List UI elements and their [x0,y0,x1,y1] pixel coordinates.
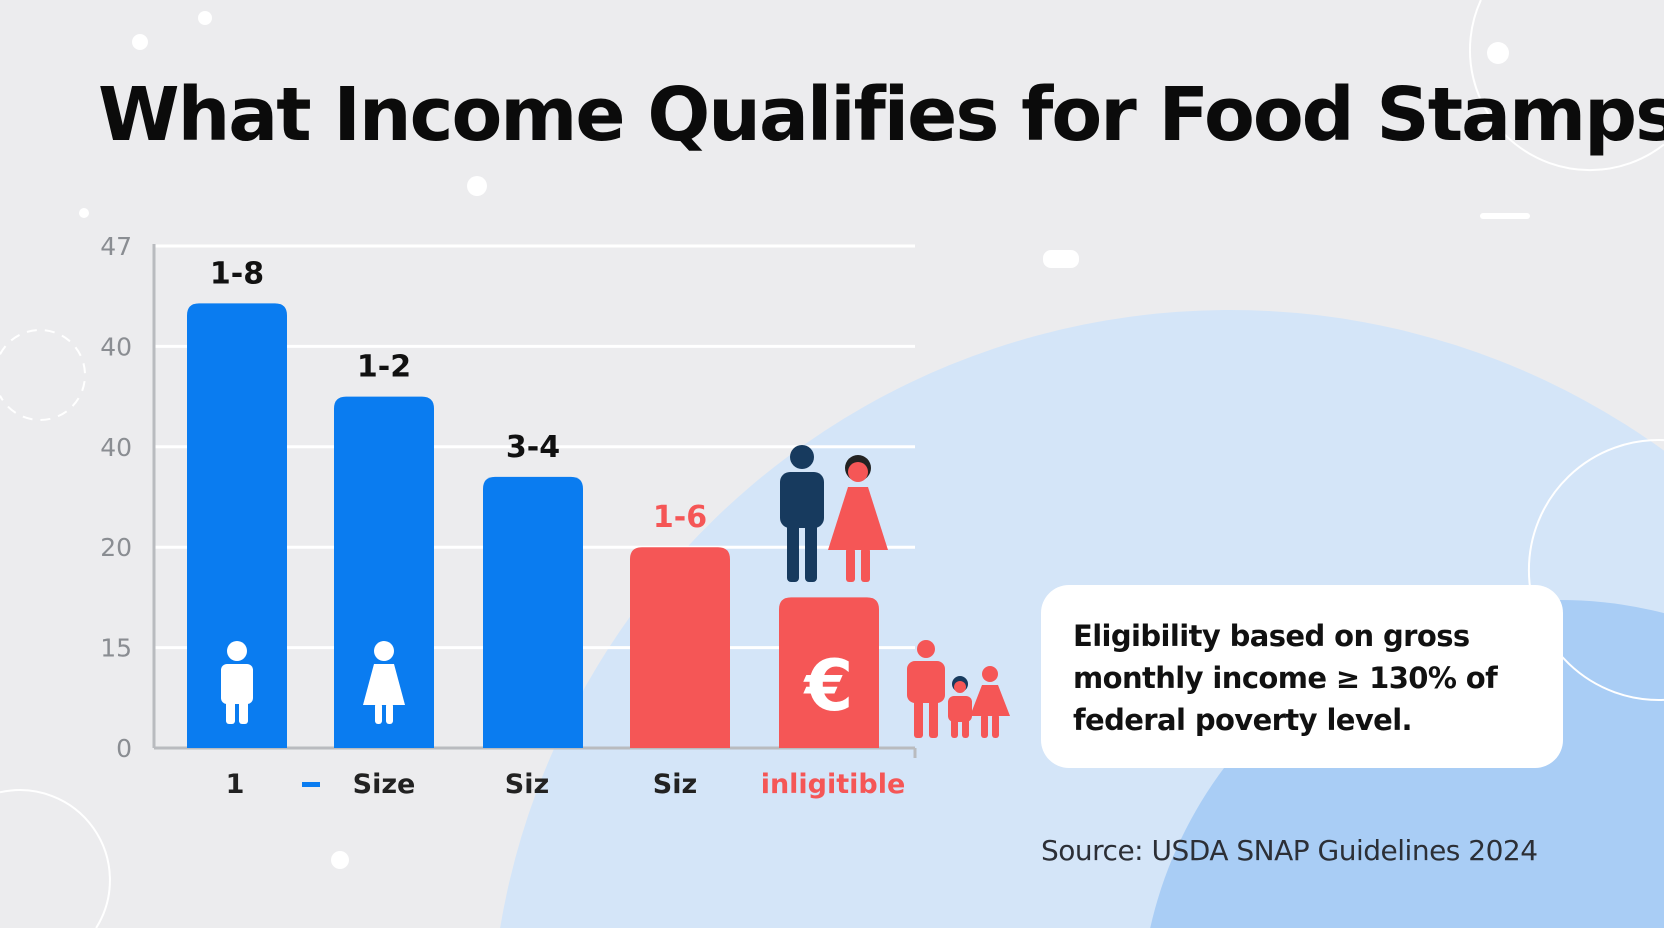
y-tick-label: 40 [100,332,132,361]
bar [334,396,434,748]
x-tick-label: Siz [653,769,697,800]
bg-ring [1468,0,1664,172]
woman-leg [846,548,855,582]
y-tick-label: 40 [100,433,132,462]
leg [386,703,393,724]
child-torso [948,696,972,722]
bg-dot [132,34,148,50]
page-title: What Income Qualifies for Food Stamps? [98,72,1664,158]
leg [962,718,969,738]
bar [483,476,583,748]
head [917,640,935,658]
head [374,641,394,661]
bg-ring [0,789,111,928]
woman-head [848,462,868,482]
leg [239,700,248,724]
leg [981,714,988,738]
leg [951,718,958,738]
bg-dot [79,208,89,218]
man-torso [780,472,824,528]
dress [970,685,1010,716]
bg-dot [467,176,487,196]
y-tick-label: 0 [116,734,132,763]
leg [992,714,999,738]
head [227,641,247,661]
bar [779,597,879,748]
source-note: Source: USDA SNAP Guidelines 2024 [1041,834,1538,867]
eligibility-info-text: Eligibility based on gross monthly incom… [1073,619,1498,737]
head [982,666,998,682]
torso [907,661,945,703]
euro-icon: € [803,645,854,727]
man-head [790,445,814,469]
leg [226,700,235,724]
y-tick-label: 20 [100,533,132,562]
leg [375,703,382,724]
leg [914,698,923,738]
x-tick-label: inligitible [761,769,906,800]
torso [221,664,253,704]
bg-dot [331,851,349,869]
eligibility-info-box: Eligibility based on gross monthly incom… [1041,585,1563,768]
woman-dress [828,487,888,550]
dress [363,664,405,705]
woman-icon [363,641,405,724]
bar [630,547,730,748]
bar-data-label: 1-8 [210,256,264,291]
man-leg [805,520,817,582]
bg-dot [198,11,212,25]
bg-dash [1480,213,1530,219]
bg-dot [1487,42,1509,64]
child-head [954,681,966,693]
legend-dash-marker [302,782,320,787]
bar-data-label: 1-2 [357,350,411,385]
bg-ring [0,329,86,421]
woman-leg [861,548,870,582]
x-tick-label: Siz [505,769,549,800]
couple-icon [780,445,888,582]
x-tick-label: Size [353,769,416,800]
x-tick-label: 1 [226,769,245,800]
y-tick-label: 47 [100,232,132,261]
man-icon [221,641,253,724]
bg-pill [1043,250,1079,268]
bar-data-label: 3-4 [506,430,560,465]
family-icon [907,640,1010,738]
bar [187,303,287,748]
leg [929,698,938,738]
man-leg [787,520,799,582]
bg-ring [1527,439,1664,701]
bar-data-label: 1-6 [653,500,707,535]
y-tick-label: 15 [100,634,132,663]
